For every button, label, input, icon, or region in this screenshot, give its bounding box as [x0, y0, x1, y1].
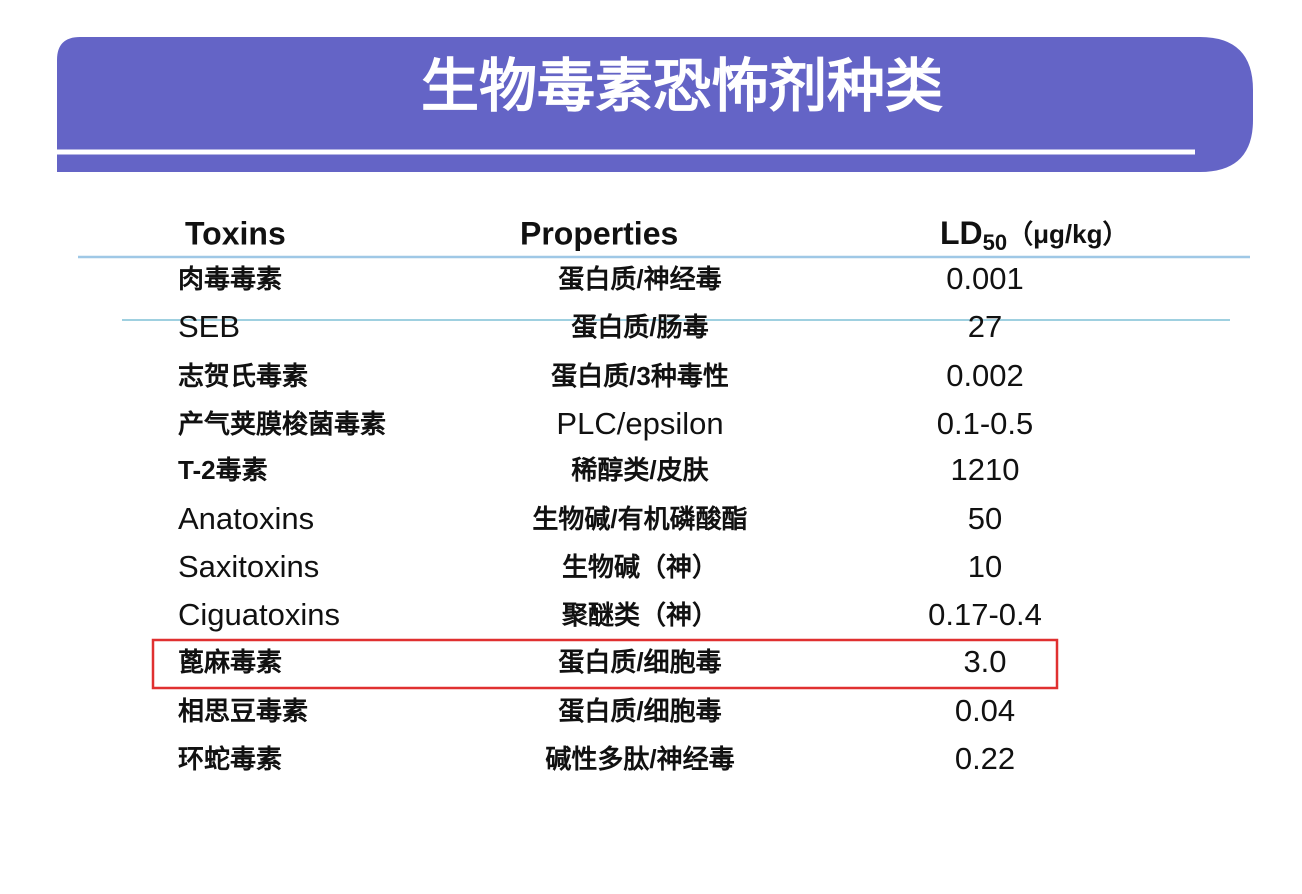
toxin-name: Saxitoxins	[178, 549, 319, 584]
ld50-value: 3.0	[963, 644, 1006, 679]
table-body: 肉毒毒素 蛋白质/神经毒 0.001 SEB 蛋白质/肠毒 27 志贺氏毒素 蛋白质/3种毒性…	[178, 261, 1042, 776]
toxin-property: 蛋白质/细胞毒	[558, 696, 721, 726]
toxin-name: 环蛇毒素	[178, 744, 282, 774]
ld50-value: 50	[968, 501, 1002, 536]
ld50-value: 0.17-0.4	[928, 597, 1042, 632]
ld50-value: 27	[968, 309, 1002, 344]
toxin-name: 产气荚膜梭菌毒素	[178, 409, 386, 439]
title-banner	[57, 37, 1253, 172]
toxin-name: 志贺氏毒素	[178, 361, 308, 391]
toxin-property: 蛋白质/神经毒	[558, 264, 721, 294]
highlight-box	[151, 638, 1059, 690]
ld50-value: 0.1-0.5	[937, 406, 1034, 441]
ld50-value: 0.22	[955, 741, 1015, 776]
ld50-value: 0.001	[946, 261, 1024, 296]
toxin-property: 蛋白质/肠毒	[571, 312, 708, 342]
toxin-property: 生物碱（神）	[562, 552, 718, 582]
toxin-name: 肉毒毒素	[178, 264, 282, 294]
slide-title: 生物毒素恐怖剂种类	[421, 52, 943, 120]
ld50-value: 10	[968, 549, 1002, 584]
ld-sub: 50	[983, 230, 1007, 255]
toxin-property: 蛋白质/细胞毒	[558, 647, 721, 677]
col-header: Properties	[520, 215, 678, 251]
ld-unit: （μg/kg）	[1007, 219, 1128, 249]
ld50-value: 1210	[951, 452, 1020, 487]
toxin-name: 蓖麻毒素	[178, 647, 282, 677]
ld50-value: 0.04	[955, 693, 1015, 728]
toxin-property: 碱性多肽/神经毒	[545, 744, 734, 774]
ld50-value: 0.002	[946, 358, 1024, 393]
toxin-property: PLC/epsilon	[556, 406, 723, 441]
toxin-name: T-2毒素	[178, 455, 268, 485]
col-header: LD50（μg/kg）	[940, 215, 1129, 254]
toxin-property: 生物碱/有机磷酸酯	[532, 504, 747, 534]
toxin-name: SEB	[178, 309, 240, 344]
toxin-name: Ciguatoxins	[178, 597, 340, 632]
toxin-property: 稀醇类/皮肤	[571, 455, 709, 485]
toxin-property: 聚醚类（神）	[561, 600, 718, 630]
toxin-property: 蛋白质/3种毒性	[551, 361, 729, 391]
toxin-name: Anatoxins	[178, 501, 314, 536]
col-header: Toxins	[185, 215, 286, 251]
ld-main: LD	[940, 215, 983, 251]
toxin-name: 相思豆毒素	[178, 696, 308, 726]
